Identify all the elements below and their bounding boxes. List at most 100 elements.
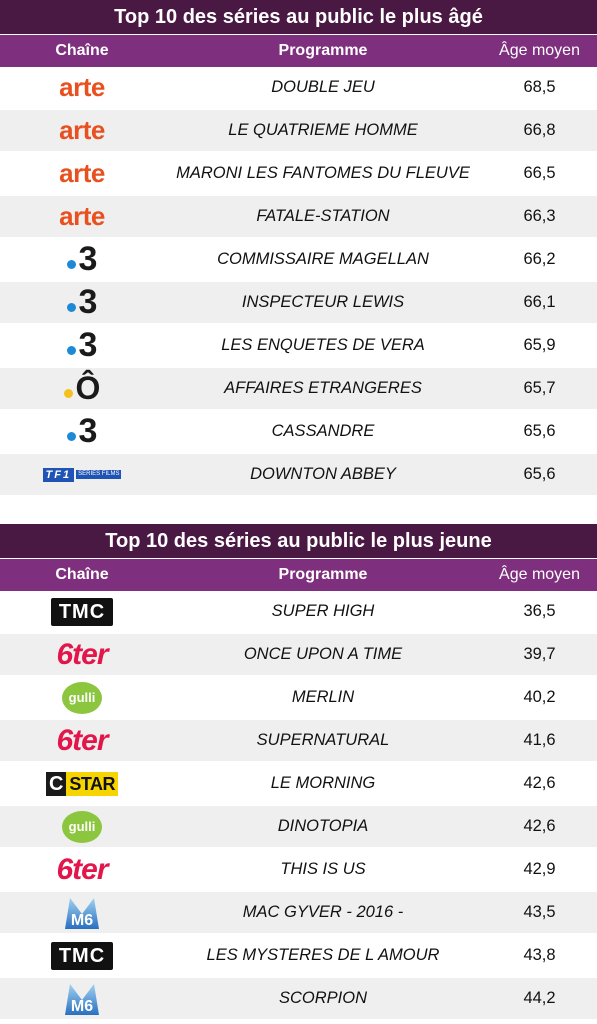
program-cell: SUPERNATURAL xyxy=(256,731,390,749)
channel-cell: TF1 SÉRIES FILMS xyxy=(0,454,164,495)
program-cell: MARONI LES FANTOMES DU FLEUVE xyxy=(176,164,470,182)
table-title: Top 10 des séries au public le plus jeun… xyxy=(0,524,597,558)
channel-cell: 6ter xyxy=(0,634,164,675)
program-cell: SCORPION xyxy=(278,989,367,1007)
france3-logo: 3 xyxy=(66,326,97,365)
gulli-logo: gulli xyxy=(62,810,102,843)
header-program: Programme xyxy=(278,566,368,583)
channel-cell: arte xyxy=(0,153,164,194)
channel-cell: 3 xyxy=(0,411,164,452)
average-age-cell: 40,2 xyxy=(523,688,556,706)
channel-cell: 3 xyxy=(0,282,164,323)
table-oldest-audience: Top 10 des séries au public le plus âgé … xyxy=(0,0,597,497)
svg-text:M6: M6 xyxy=(71,998,93,1015)
program-cell: MERLIN xyxy=(291,688,355,706)
cstar-logo: C STAR xyxy=(45,771,119,796)
average-age-cell: 65,6 xyxy=(523,465,556,483)
table-header: Chaîne Programme Âge moyen xyxy=(0,34,597,67)
france3-logo: 3 xyxy=(66,240,97,279)
france3-logo: 3 xyxy=(66,412,97,451)
table-row: TMC SUPER HIGH 36,5 xyxy=(0,591,597,634)
program-cell: CASSANDRE xyxy=(271,422,375,440)
program-cell: DOWNTON ABBEY xyxy=(250,465,396,483)
program-cell: ONCE UPON A TIME xyxy=(243,645,403,663)
table-row: 6ter SUPERNATURAL 41,6 xyxy=(0,720,597,763)
average-age-cell: 42,9 xyxy=(523,860,556,878)
program-cell: SUPER HIGH xyxy=(271,602,375,620)
table-row: TMC LES MYSTERES DE L AMOUR 43,8 xyxy=(0,935,597,978)
average-age-cell: 41,6 xyxy=(523,731,556,749)
channel-cell: C STAR xyxy=(0,763,164,804)
average-age-cell: 65,7 xyxy=(523,379,556,397)
program-cell: COMMISSAIRE MAGELLAN xyxy=(217,250,429,268)
table-row: M6 SCORPION 44,2 xyxy=(0,978,597,1021)
program-cell: MAC GYVER - 2016 - xyxy=(242,903,404,921)
average-age-cell: 66,2 xyxy=(523,250,556,268)
average-age-cell: 66,3 xyxy=(523,207,556,225)
table-row: 6ter THIS IS US 42,9 xyxy=(0,849,597,892)
program-cell: LE MORNING xyxy=(270,774,376,792)
table-row: 6ter ONCE UPON A TIME 39,7 xyxy=(0,634,597,677)
average-age-cell: 44,2 xyxy=(523,989,556,1007)
channel-cell: 6ter xyxy=(0,720,164,761)
arte-logo: arte xyxy=(59,115,105,145)
average-age-cell: 42,6 xyxy=(523,774,556,792)
header-program: Programme xyxy=(278,42,368,59)
6ter-logo: 6ter xyxy=(56,637,108,671)
table-row: Ô AFFAIRES ETRANGERES 65,7 xyxy=(0,368,597,411)
channel-cell: M6 xyxy=(0,892,164,933)
channel-cell: 3 xyxy=(0,239,164,280)
program-cell: LES ENQUETES DE VERA xyxy=(221,336,425,354)
m6-logo: M6 xyxy=(62,982,102,1016)
6ter-logo: 6ter xyxy=(56,852,108,886)
channel-cell: 6ter xyxy=(0,849,164,890)
table-row: arte MARONI LES FANTOMES DU FLEUVE 66,5 xyxy=(0,153,597,196)
program-cell: DOUBLE JEU xyxy=(271,78,375,96)
channel-cell: arte xyxy=(0,67,164,108)
average-age-cell: 36,5 xyxy=(523,602,556,620)
table-row: gulli DINOTOPIA 42,6 xyxy=(0,806,597,849)
table-row: arte FATALE-STATION 66,3 xyxy=(0,196,597,239)
channel-cell: 3 xyxy=(0,325,164,366)
average-age-cell: 65,9 xyxy=(523,336,556,354)
channel-cell: arte xyxy=(0,110,164,151)
program-cell: FATALE-STATION xyxy=(256,207,390,225)
program-cell: LE QUATRIEME HOMME xyxy=(228,121,418,139)
table-row: arte DOUBLE JEU 68,5 xyxy=(0,67,597,110)
header-average-age: Âge moyen xyxy=(499,566,580,583)
arte-logo: arte xyxy=(59,158,105,188)
channel-cell: Ô xyxy=(0,368,164,409)
tmc-logo: TMC xyxy=(50,941,114,970)
arte-logo: arte xyxy=(59,201,105,231)
average-age-cell: 68,5 xyxy=(523,78,556,96)
gulli-logo: gulli xyxy=(62,681,102,714)
france3-logo: 3 xyxy=(66,283,97,322)
header-channel: Chaîne xyxy=(55,566,109,583)
table-row: 3 CASSANDRE 65,6 xyxy=(0,411,597,454)
table-title: Top 10 des séries au public le plus âgé xyxy=(0,0,597,34)
table-row: M6 MAC GYVER - 2016 - 43,5 xyxy=(0,892,597,935)
average-age-cell: 43,8 xyxy=(523,946,556,964)
average-age-cell: 42,6 xyxy=(523,817,556,835)
table-row: C STAR LE MORNING 42,6 xyxy=(0,763,597,806)
average-age-cell: 66,8 xyxy=(523,121,556,139)
channel-cell: TMC xyxy=(0,935,164,976)
table-row: 3 LES ENQUETES DE VERA 65,9 xyxy=(0,325,597,368)
m6-logo: M6 xyxy=(62,896,102,930)
table-row: arte LE QUATRIEME HOMME 66,8 xyxy=(0,110,597,153)
tmc-logo: TMC xyxy=(50,597,114,626)
tf1-series-films-logo: TF1 SÉRIES FILMS xyxy=(42,467,122,482)
channel-cell: TMC xyxy=(0,591,164,632)
average-age-cell: 66,5 xyxy=(523,164,556,182)
average-age-cell: 65,6 xyxy=(523,422,556,440)
table-header: Chaîne Programme Âge moyen xyxy=(0,558,597,591)
channel-cell: arte xyxy=(0,196,164,237)
table-youngest-audience: Top 10 des séries au public le plus jeun… xyxy=(0,524,597,1021)
program-cell: THIS IS US xyxy=(280,860,366,878)
6ter-logo: 6ter xyxy=(56,723,108,757)
table-row: 3 INSPECTEUR LEWIS 66,1 xyxy=(0,282,597,325)
program-cell: DINOTOPIA xyxy=(277,817,369,835)
channel-cell: gulli xyxy=(0,806,164,847)
program-cell: LES MYSTERES DE L AMOUR xyxy=(206,946,440,964)
table-row: TF1 SÉRIES FILMS DOWNTON ABBEY 65,6 xyxy=(0,454,597,497)
